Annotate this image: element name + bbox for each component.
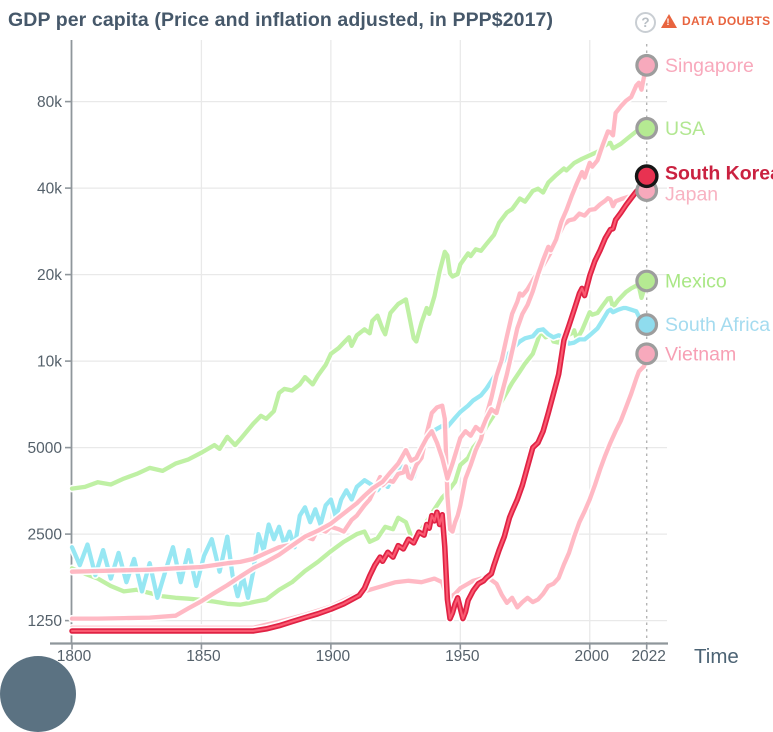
y-tick-label: 2500 [28, 527, 63, 544]
series-line-mexico[interactable] [69, 278, 649, 607]
x-tick-label: 1850 [186, 648, 221, 665]
endpoint-bubble-mexico[interactable] [635, 269, 659, 293]
data-doubts-button[interactable]: ! DATA DOUBTS [661, 14, 770, 28]
endpoint-bubble-singapore[interactable] [635, 53, 659, 77]
series-line-singapore[interactable] [69, 63, 649, 621]
series-line-vietnam[interactable] [69, 351, 649, 630]
series-halo-vietnam [68, 350, 651, 632]
y-tick-label: 20k [37, 267, 62, 284]
series-line-highlight-south-korea [70, 175, 648, 633]
series-halo-singapore [68, 61, 651, 623]
y-tick-label: 80k [37, 94, 62, 111]
gdp-per-capita-line-chart[interactable]: 80k 40k 20k 10k 5000 2500 1250 1800 1850 1900 1950… [0, 0, 773, 668]
y-tick-label: 1250 [28, 613, 63, 630]
y-tick-label: 5000 [28, 440, 63, 457]
warning-triangle-icon: ! [661, 14, 677, 28]
series-line-south-korea[interactable] [69, 173, 650, 634]
x-tick-label: 1800 [57, 648, 92, 665]
country-label-south-korea[interactable]: South Korea [665, 162, 773, 184]
y-tick-label: 10k [37, 354, 62, 371]
series-line-usa[interactable] [69, 126, 649, 491]
series-halo-south-korea [67, 171, 652, 636]
x-axis-title: Time [694, 645, 739, 668]
help-icon[interactable]: ? [635, 12, 656, 33]
endpoint-bubble-south-korea[interactable] [634, 164, 659, 189]
x-tick-label: 2022 [631, 648, 665, 665]
x-tick-label: 1900 [316, 648, 351, 665]
chart-header: GDP per capita (Price and inflation adju… [0, 0, 773, 40]
y-tick-label: 40k [37, 181, 62, 198]
data-doubts-label: DATA DOUBTS [682, 14, 771, 28]
country-label-vietnam[interactable]: Vietnam [665, 343, 736, 365]
country-label-mexico[interactable]: Mexico [665, 271, 727, 293]
country-label-singapore[interactable]: Singapore [665, 55, 754, 77]
zoom-toggle-button[interactable] [0, 656, 76, 732]
x-tick-label: 2000 [574, 648, 609, 665]
x-tick-label: 1950 [445, 648, 480, 665]
endpoint-bubble-vietnam[interactable] [635, 342, 659, 366]
country-label-south-africa[interactable]: South Africa [665, 314, 770, 336]
endpoint-bubble-usa[interactable] [635, 116, 659, 140]
country-label-japan[interactable]: Japan [665, 183, 718, 205]
country-label-usa[interactable]: USA [665, 118, 705, 140]
endpoint-bubble-south-africa[interactable] [635, 313, 659, 336]
page-title: GDP per capita (Price and inflation adju… [8, 9, 554, 31]
series-halo-usa [68, 124, 651, 493]
